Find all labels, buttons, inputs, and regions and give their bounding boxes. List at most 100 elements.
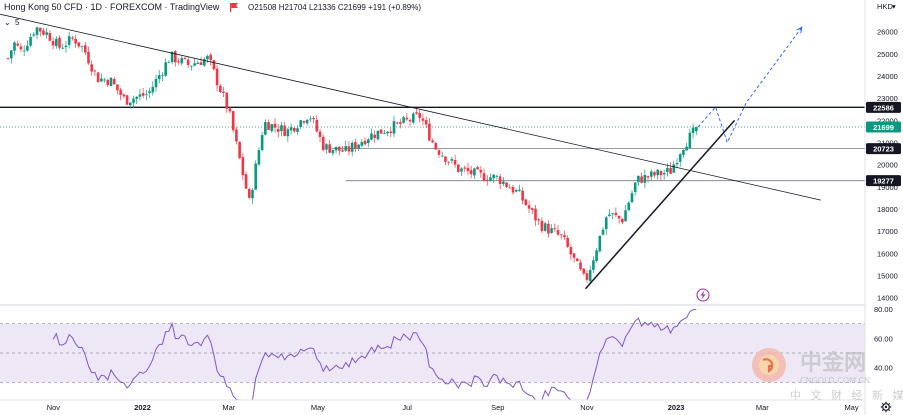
candle[interactable] — [125, 94, 129, 106]
candle[interactable] — [691, 123, 695, 139]
candle[interactable] — [157, 70, 161, 84]
candle[interactable] — [608, 209, 611, 217]
candle[interactable] — [38, 27, 42, 37]
candle[interactable] — [296, 125, 299, 136]
candle[interactable] — [42, 27, 45, 36]
candle[interactable] — [32, 31, 36, 38]
candle[interactable] — [376, 130, 380, 141]
candle[interactable] — [428, 117, 431, 142]
candle[interactable] — [466, 162, 470, 176]
candle[interactable] — [473, 167, 476, 180]
candle[interactable] — [582, 268, 586, 276]
candle[interactable] — [26, 40, 29, 52]
candle[interactable] — [116, 84, 119, 95]
candle[interactable] — [90, 60, 93, 76]
candle[interactable] — [128, 102, 132, 109]
candle[interactable] — [209, 52, 212, 66]
candle[interactable] — [145, 89, 148, 101]
candle[interactable] — [238, 141, 241, 160]
candle[interactable] — [283, 122, 286, 137]
candle[interactable] — [154, 74, 158, 92]
candle[interactable] — [685, 142, 688, 151]
projection-path-line[interactable] — [697, 26, 803, 144]
candle[interactable] — [537, 218, 541, 225]
candle[interactable] — [457, 164, 460, 173]
candle[interactable] — [254, 160, 258, 190]
candle[interactable] — [292, 127, 296, 134]
candle[interactable] — [148, 87, 151, 98]
candle[interactable] — [6, 57, 10, 60]
time-axis[interactable]: Nov 2022 Mar May Jul Sep Nov 2023 Mar May — [47, 403, 859, 412]
candle[interactable] — [521, 187, 524, 205]
candle[interactable] — [357, 144, 360, 151]
candle[interactable] — [482, 168, 486, 182]
candle[interactable] — [170, 51, 174, 65]
candle[interactable] — [138, 89, 142, 101]
candle[interactable] — [463, 165, 467, 173]
candle[interactable] — [289, 123, 293, 135]
candle[interactable] — [190, 65, 193, 71]
candle[interactable] — [119, 87, 122, 101]
candle[interactable] — [479, 166, 483, 178]
candle[interactable] — [302, 120, 306, 125]
candle[interactable] — [437, 148, 441, 158]
candle[interactable] — [257, 147, 261, 167]
candle[interactable] — [624, 204, 627, 222]
candle[interactable] — [395, 121, 399, 125]
candle[interactable] — [16, 40, 20, 47]
candle[interactable] — [186, 57, 190, 68]
candle[interactable] — [550, 224, 553, 234]
candle[interactable] — [212, 59, 216, 71]
candle[interactable] — [112, 76, 116, 85]
candle[interactable] — [656, 169, 660, 180]
candle[interactable] — [321, 134, 325, 152]
candle[interactable] — [518, 184, 521, 192]
candle[interactable] — [35, 26, 39, 40]
candle[interactable] — [196, 60, 200, 65]
candle[interactable] — [373, 130, 376, 143]
candle[interactable] — [132, 95, 135, 109]
candle[interactable] — [572, 253, 576, 263]
candle[interactable] — [379, 129, 383, 134]
flag-icon[interactable] — [230, 3, 238, 12]
candle[interactable] — [389, 127, 393, 138]
candle[interactable] — [161, 72, 164, 82]
symbol-title[interactable]: Hong Kong 50 CFD · 1D · FOREXCOM · Tradi… — [4, 2, 220, 12]
candle[interactable] — [640, 172, 643, 184]
candle[interactable] — [421, 113, 425, 126]
candle[interactable] — [315, 115, 319, 133]
candle[interactable] — [569, 244, 573, 260]
candle[interactable] — [334, 146, 338, 154]
last-price-tag[interactable]: 21699 — [866, 121, 901, 133]
candle[interactable] — [469, 165, 473, 179]
candle[interactable] — [579, 259, 582, 271]
candle[interactable] — [595, 248, 598, 263]
candle[interactable] — [45, 27, 48, 39]
candle[interactable] — [453, 154, 457, 168]
candle[interactable] — [67, 31, 71, 49]
candle[interactable] — [276, 124, 280, 138]
candle[interactable] — [174, 49, 177, 67]
candle[interactable] — [106, 78, 110, 87]
candle[interactable] — [331, 149, 335, 156]
level-price-tag[interactable]: 20723 — [866, 143, 901, 155]
candle[interactable] — [244, 171, 248, 190]
candle[interactable] — [637, 175, 640, 186]
candle[interactable] — [508, 184, 512, 189]
candle[interactable] — [100, 73, 103, 83]
gear-icon[interactable] — [880, 401, 892, 413]
candle[interactable] — [167, 60, 171, 63]
candle[interactable] — [305, 119, 309, 126]
candle[interactable] — [341, 145, 344, 153]
candle[interactable] — [122, 93, 126, 99]
candle[interactable] — [312, 115, 315, 124]
candle[interactable] — [502, 177, 505, 187]
candle[interactable] — [309, 115, 312, 122]
candle[interactable] — [498, 173, 502, 190]
candle[interactable] — [611, 213, 614, 220]
candle[interactable] — [58, 35, 61, 51]
candle[interactable] — [80, 45, 84, 53]
candle[interactable] — [360, 139, 364, 148]
candle[interactable] — [527, 200, 531, 214]
candle[interactable] — [408, 118, 412, 127]
